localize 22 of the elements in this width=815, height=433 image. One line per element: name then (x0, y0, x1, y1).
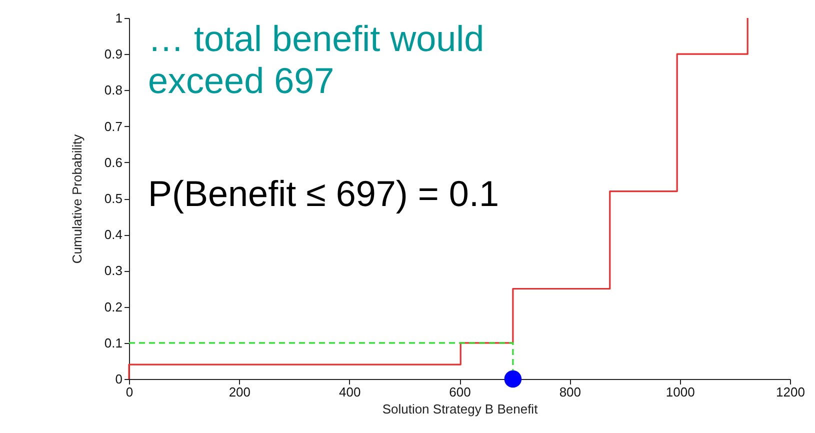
x-tick-label: 0 (126, 384, 134, 400)
x-axis-title: Solution Strategy B Benefit (382, 402, 538, 416)
y-tick-label: 0 (115, 372, 122, 386)
y-tick-label: 1 (115, 10, 122, 26)
y-tick-label: 0.2 (104, 299, 122, 314)
y-tick-label: 0.8 (104, 82, 122, 98)
y-tick-label: 0.4 (104, 227, 122, 242)
y-tick-label: 0.9 (104, 46, 122, 62)
x-tick-label: 1200 (776, 384, 805, 400)
x-tick-label: 800 (559, 384, 582, 400)
y-axis-title: Cumulative Probability (69, 134, 84, 264)
annotation: … total benefit would exceed 697 (148, 18, 484, 101)
y-tick-label: 0.6 (104, 154, 122, 170)
x-tick-label: 600 (449, 384, 471, 400)
x-tick-label: 200 (228, 384, 251, 400)
y-tick-label: 0.7 (104, 118, 122, 134)
x-tick-label: 1000 (666, 384, 695, 400)
y-tick-label: 0.1 (104, 335, 122, 350)
annotation: P(Benefit ≤ 697) = 0.1 (148, 173, 499, 214)
y-tick-label: 0.5 (104, 191, 122, 206)
y-tick-label: 0.3 (104, 263, 122, 278)
x-tick-label: 400 (338, 384, 361, 400)
